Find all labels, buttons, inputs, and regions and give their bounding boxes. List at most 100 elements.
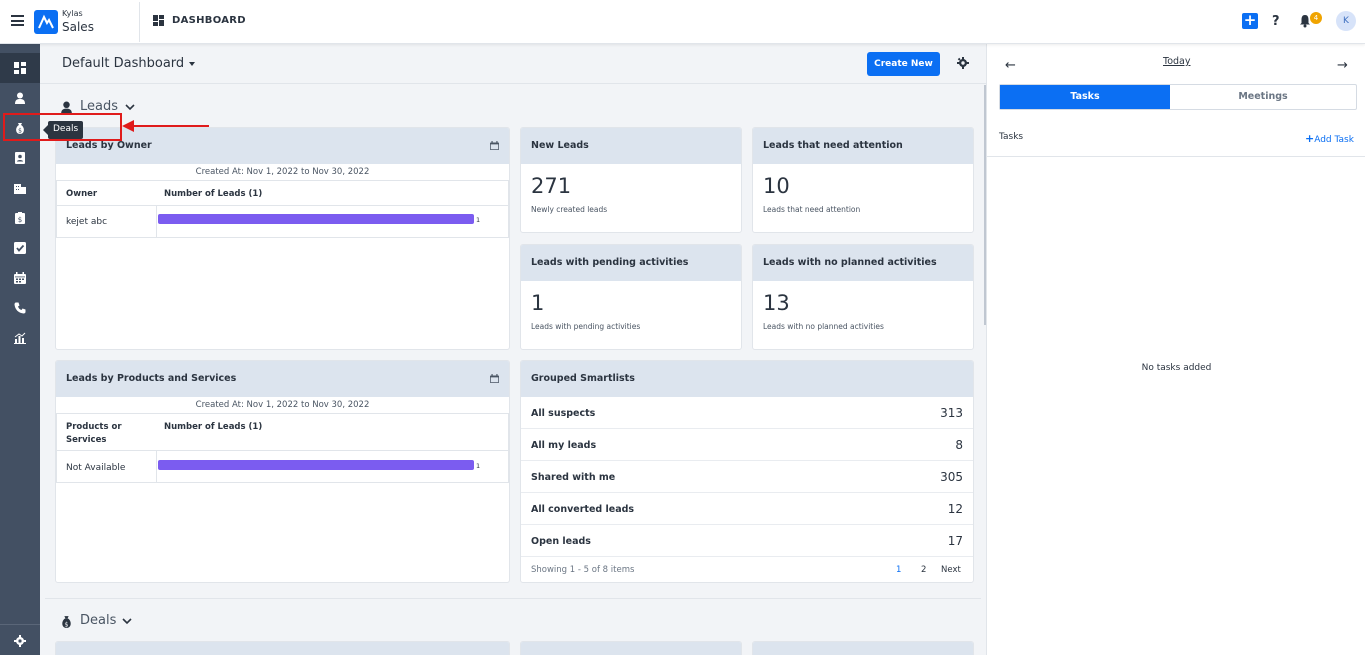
- sidebar-item-calls[interactable]: [0, 293, 40, 323]
- created-at-range: Created At: Nov 1, 2022 to Nov 30, 2022: [195, 400, 370, 410]
- stat-value: 10: [763, 174, 790, 198]
- smartlist-row[interactable]: All my leads 8: [521, 429, 973, 461]
- date-label[interactable]: Today: [1163, 56, 1191, 67]
- stat-card-pending-activities[interactable]: Leads with pending activities 1 Leads wi…: [520, 244, 742, 350]
- pagination-summary: Showing 1 - 5 of 8 items: [531, 565, 635, 575]
- stat-description: Leads with pending activities: [531, 322, 641, 331]
- column-header-owner: Owner: [66, 189, 98, 199]
- brand-name: Sales: [62, 20, 94, 34]
- dashboard-settings-gear-icon[interactable]: [957, 57, 969, 69]
- svg-text:$: $: [18, 128, 22, 135]
- reports-icon: [14, 332, 26, 344]
- card-title: Leads by Owner: [56, 128, 509, 164]
- smartlist-count: 12: [947, 502, 963, 516]
- smartlist-count: 313: [940, 406, 963, 420]
- page-2-link[interactable]: 2: [921, 565, 927, 575]
- card-title: New Leads: [521, 128, 741, 164]
- column-header-count: Number of Leads (1): [164, 189, 263, 199]
- bar-not-available[interactable]: [158, 460, 474, 470]
- user-icon: [15, 92, 25, 104]
- brand-small: Kylas: [62, 9, 83, 18]
- quick-add-button[interactable]: +: [1242, 11, 1258, 29]
- calendar-icon[interactable]: [490, 374, 499, 383]
- dashboard-header: Default Dashboard Create New: [40, 44, 986, 84]
- tasks-label: Tasks: [999, 132, 1024, 142]
- dashboard-name: Default Dashboard: [62, 56, 185, 71]
- sidebar-item-deals[interactable]: $: [0, 113, 40, 143]
- gear-icon: [14, 635, 26, 647]
- stat-card-new-leads[interactable]: New Leads 271 Newly created leads: [520, 127, 742, 233]
- deals-card: [752, 641, 974, 655]
- scrollbar[interactable]: [984, 85, 986, 325]
- sidebar-item-leads[interactable]: [0, 83, 40, 113]
- help-icon[interactable]: ?: [1272, 14, 1280, 29]
- smartlist-name: Shared with me: [531, 472, 616, 483]
- card-title-text: Leads by Owner: [66, 140, 152, 151]
- sidebar-item-companies[interactable]: [0, 173, 40, 203]
- card-title: [753, 642, 973, 655]
- column-header-products-line2: Services: [66, 435, 107, 445]
- stat-value: 271: [531, 174, 572, 198]
- svg-text:$: $: [64, 620, 68, 628]
- card-title: Leads that need attention: [753, 128, 973, 164]
- sidebar-item-quotes[interactable]: $: [0, 203, 40, 233]
- page-1-link[interactable]: 1: [896, 565, 902, 575]
- notification-bell-icon[interactable]: [1298, 14, 1312, 28]
- bar-value-label: 1: [476, 216, 481, 224]
- stat-card-leads-need-attention[interactable]: Leads that need attention 10 Leads that …: [752, 127, 974, 233]
- products-table: Products or Services Number of Leads (1)…: [56, 413, 509, 483]
- divider: [139, 2, 140, 42]
- section-divider: [45, 598, 981, 599]
- deals-card: [55, 641, 510, 655]
- next-page-link[interactable]: Next: [941, 565, 961, 575]
- highlight-box: [3, 113, 122, 141]
- tab-tasks[interactable]: Tasks: [1000, 85, 1170, 109]
- annotation-arrow-icon: [122, 120, 209, 132]
- table-row-label: kejet abc: [66, 217, 108, 227]
- company-icon: [14, 184, 26, 194]
- deals-icon: $: [62, 616, 71, 628]
- calendar-icon[interactable]: [490, 141, 499, 150]
- card-title: Grouped Smartlists: [521, 361, 973, 397]
- create-new-button[interactable]: Create New: [867, 52, 940, 76]
- smartlist-row[interactable]: All converted leads 12: [521, 493, 973, 525]
- kylas-logo[interactable]: [34, 10, 58, 34]
- leads-by-products-card: Leads by Products and Services Created A…: [55, 360, 510, 583]
- card-title: Leads by Products and Services: [56, 361, 509, 397]
- top-bar: Kylas Sales DASHBOARD + ? 4 K: [0, 0, 1365, 44]
- panel-tabs: Tasks Meetings: [999, 84, 1357, 110]
- sidebar-item-tasks[interactable]: [0, 233, 40, 263]
- card-title-text: Leads by Products and Services: [66, 373, 237, 384]
- dashboard-main: Default Dashboard Create New Leads Leads…: [40, 44, 986, 655]
- smartlist-name: All suspects: [531, 408, 596, 419]
- card-title: Leads with pending activities: [521, 245, 741, 281]
- smartlist-row[interactable]: All suspects 313: [521, 397, 973, 429]
- divider: [987, 156, 1365, 157]
- smartlist-row[interactable]: Open leads 17: [521, 525, 973, 557]
- bar-kejet-abc[interactable]: [158, 214, 474, 224]
- sidebar-item-reports[interactable]: [0, 323, 40, 353]
- deals-icon: $: [16, 123, 24, 135]
- previous-day-arrow-icon[interactable]: ←: [1005, 58, 1016, 73]
- stat-card-no-planned-activities[interactable]: Leads with no planned activities 13 Lead…: [752, 244, 974, 350]
- deals-card: [520, 641, 742, 655]
- pagination: Showing 1 - 5 of 8 items 1 2 Next: [521, 557, 973, 582]
- sidebar-item-settings[interactable]: [0, 626, 40, 655]
- smartlist-count: 17: [947, 534, 963, 548]
- table-row-label: Not Available: [66, 463, 126, 473]
- column-header-products-line1: Products or: [66, 422, 122, 432]
- next-day-arrow-icon[interactable]: →: [1337, 58, 1348, 73]
- sidebar-item-dashboard[interactable]: [0, 53, 40, 83]
- smartlist-row[interactable]: Shared with me 305: [521, 461, 973, 493]
- sidebar-item-meetings[interactable]: [0, 263, 40, 293]
- chevron-down-icon: [122, 618, 132, 625]
- column-header-count: Number of Leads (1): [164, 422, 263, 432]
- sidebar-item-contacts[interactable]: [0, 143, 40, 173]
- add-task-label: Add Task: [1314, 135, 1354, 145]
- hamburger-menu-icon[interactable]: [11, 15, 24, 26]
- add-task-button[interactable]: +Add Task: [1305, 132, 1354, 145]
- tab-meetings[interactable]: Meetings: [1238, 91, 1288, 102]
- dashboard-selector[interactable]: Default Dashboard: [62, 56, 196, 71]
- owner-table: Owner Number of Leads (1) kejet abc 1: [56, 180, 509, 238]
- avatar[interactable]: K: [1336, 11, 1356, 31]
